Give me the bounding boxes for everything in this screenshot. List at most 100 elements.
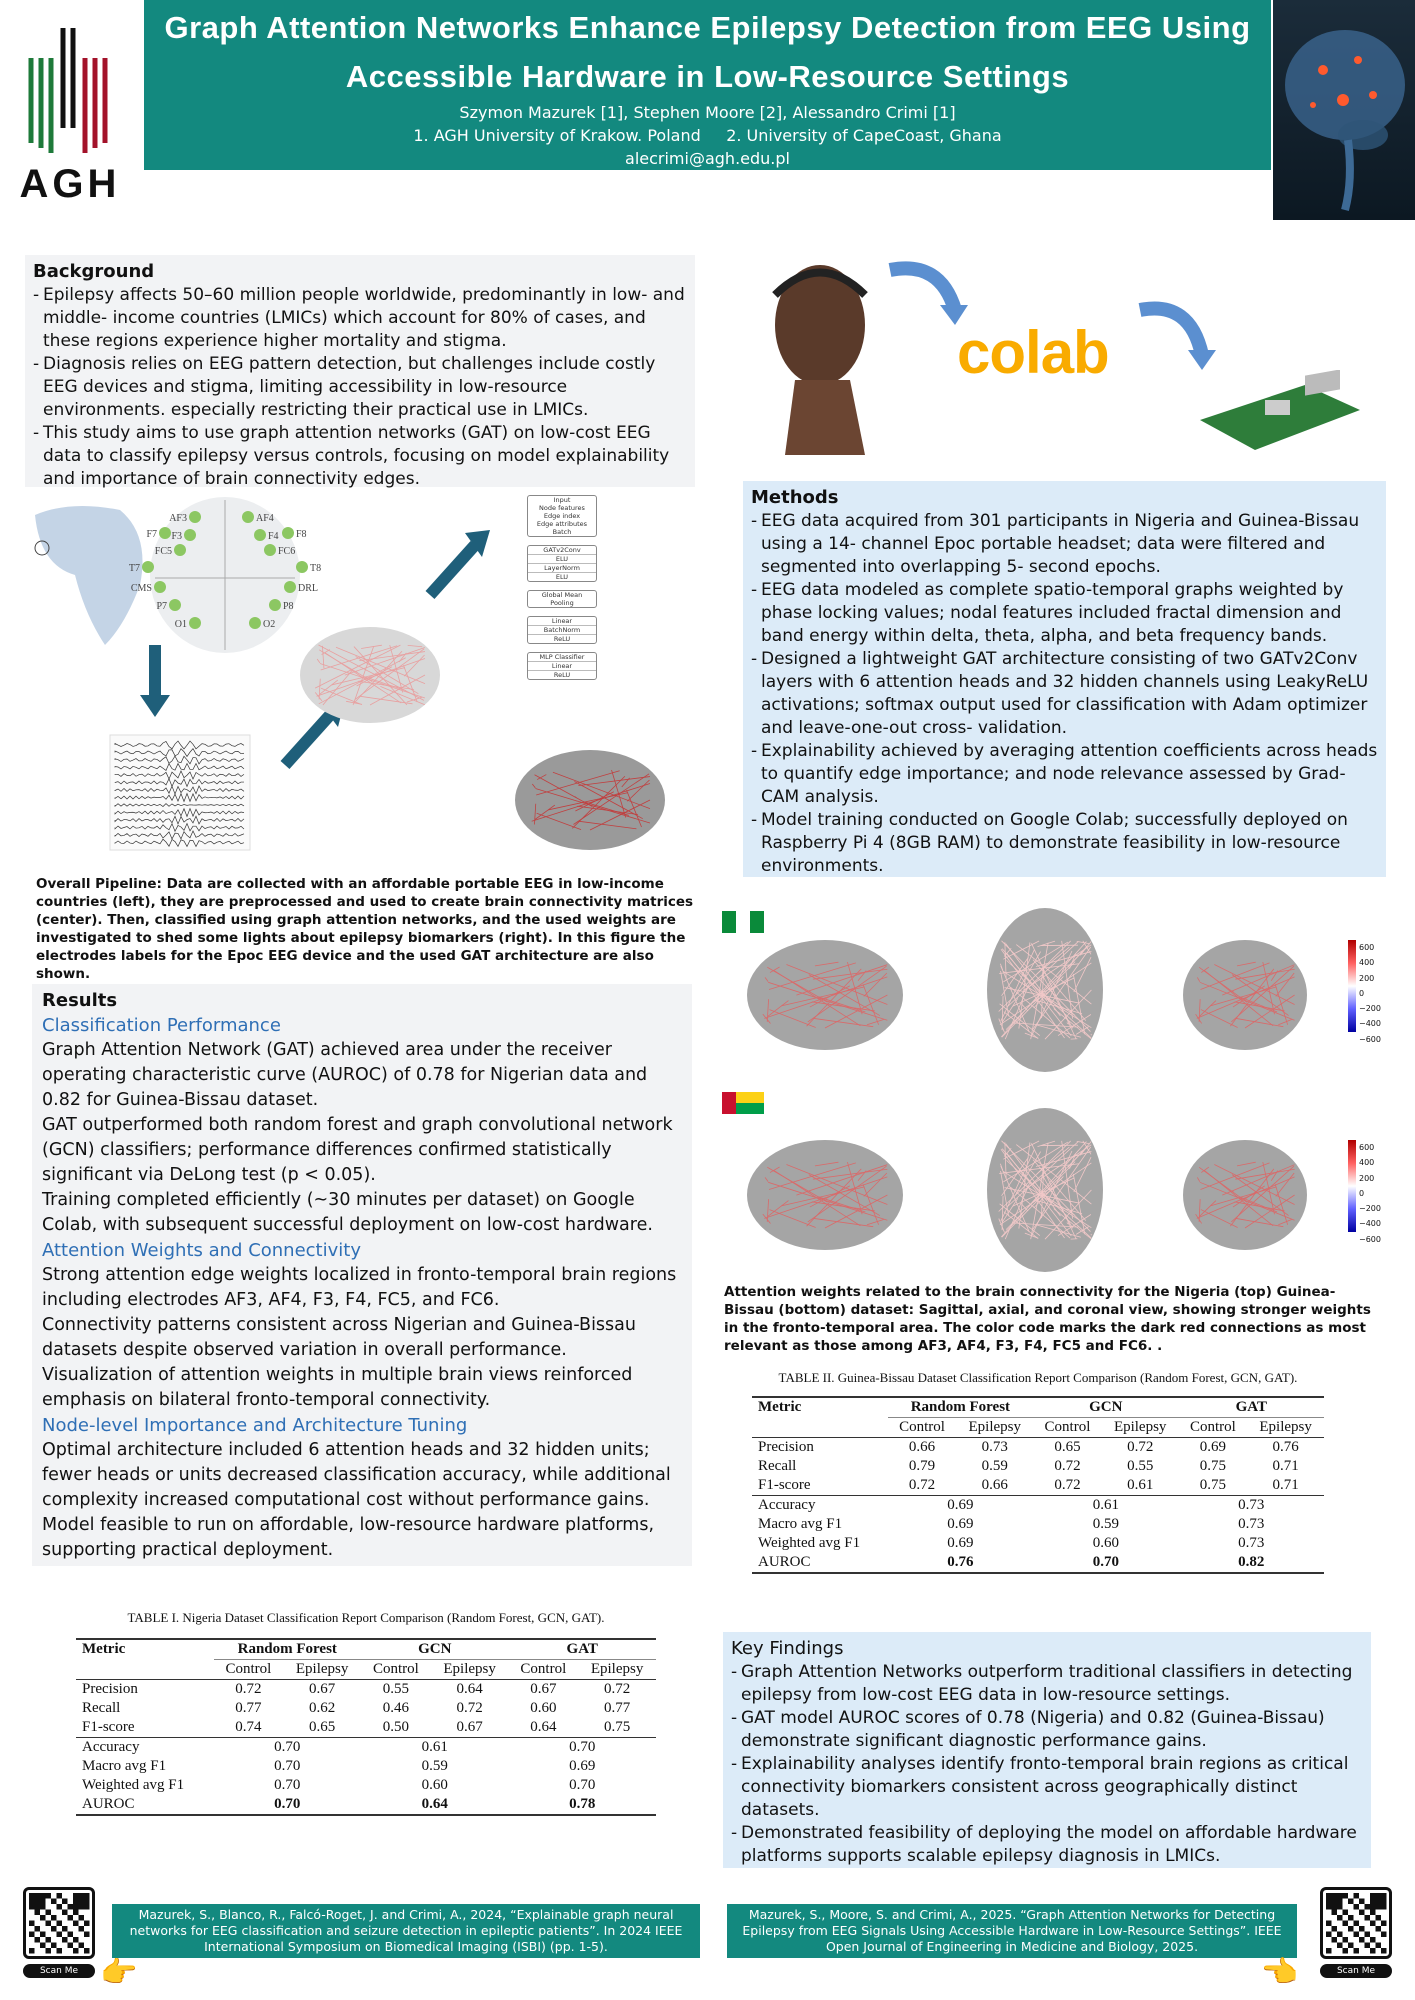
architecture-layer: ELU (528, 554, 596, 563)
colorbar-tick: 200 (1359, 1173, 1375, 1183)
citation-left[interactable]: Mazurek, S., Blanco, R., Falcó-Roget, J.… (112, 1904, 700, 1958)
table-cell: 0.76 (947, 1554, 974, 1570)
metric-header: Metric (82, 1641, 126, 1658)
table-cell: 0.73 (1238, 1535, 1265, 1551)
electrode-label: O2 (263, 619, 275, 630)
eeg-traces (109, 734, 251, 851)
table-cell: 0.70 (1092, 1554, 1119, 1570)
electrode-label: F3 (171, 531, 182, 542)
class-header: Control (1189, 1419, 1236, 1435)
architecture-layer: Edge attributes (536, 520, 588, 528)
table-cell: 0.61 (1092, 1497, 1119, 1513)
model-header: GAT (1178, 1397, 1324, 1418)
architecture-block: Linear BatchNorm ReLU (527, 616, 597, 644)
methods-item: Designed a lightweight GAT architecture … (751, 648, 1378, 740)
table-cell: 0.60 (530, 1700, 557, 1716)
key-finding-item: Graph Attention Networks outperform trad… (731, 1661, 1363, 1707)
electrode-fc5 (174, 544, 186, 556)
curved-arrow-icon (1138, 301, 1216, 370)
table-cell: 0.72 (235, 1681, 262, 1697)
architecture-layer: Edge index (543, 512, 581, 520)
attention-figure: 600 400 200 0 −200 −400 −600 600 400 200 0 −200 −40… (720, 905, 1381, 1275)
poster-title: Graph Attention Networks Enhance Epileps… (164, 10, 1251, 94)
architecture-layer: GATv2Conv (543, 546, 581, 554)
table-row: AUROC 0.70 0.64 0.78 (76, 1795, 656, 1815)
table-cell: 0.67 (456, 1719, 483, 1735)
key-findings-heading: Key Findings (731, 1638, 844, 1659)
electrode-label: AF4 (256, 513, 274, 524)
architecture-block: MLP Classifier Linear ReLU (527, 652, 597, 680)
table-cell: 0.60 (1092, 1535, 1119, 1551)
table-cell: 0.75 (1199, 1477, 1227, 1493)
colorbar-tick: 0 (1359, 1188, 1365, 1198)
methods-item: Model training conducted on Google Colab… (751, 809, 1378, 878)
colorbar-tick: 0 (1359, 988, 1365, 998)
class-header: Control (225, 1661, 272, 1677)
scan-me-badge-right: Scan Me (1320, 1964, 1392, 1978)
metric-header: Metric (758, 1399, 802, 1416)
table-cell: 0.69 (947, 1497, 974, 1513)
methods-item: EEG data acquired from 301 participants … (751, 510, 1378, 579)
colorbar-tick: 400 (1359, 958, 1375, 968)
electrode-af4 (242, 511, 254, 523)
electrode-fc6 (264, 544, 276, 556)
electrode-label: T8 (310, 563, 321, 574)
table-cell: 0.77 (603, 1700, 631, 1716)
electrode-t7 (142, 561, 154, 573)
class-header: Epilepsy (968, 1419, 1022, 1435)
table-cell: 0.61 (1127, 1477, 1154, 1493)
electrode-o1 (189, 617, 201, 629)
brain-illustration (1273, 0, 1415, 220)
architecture-layer: Linear (551, 617, 573, 625)
electrode-f7 (159, 527, 171, 539)
metric-label: Precision (82, 1681, 138, 1697)
scan-me-badge-left: Scan Me (23, 1964, 95, 1978)
colorbar-tick: −200 (1359, 1004, 1381, 1014)
email-link[interactable]: alecrimi@agh.edu.pl (625, 149, 790, 168)
table-cell: 0.69 (569, 1758, 596, 1774)
electrode-label: F7 (146, 529, 157, 540)
table-cell: 0.60 (421, 1777, 448, 1793)
electrode-label: P8 (283, 601, 294, 612)
table-1: TABLE I. Nigeria Dataset Classification … (76, 1610, 656, 1816)
architecture-layer: MLP Classifier (539, 653, 585, 661)
table-row: Macro avg F1 0.69 0.59 0.73 (752, 1515, 1324, 1534)
electrode-o2 (249, 617, 261, 629)
background-item: Diagnosis relies on EEG pattern detectio… (33, 353, 687, 422)
location-marker (34, 540, 50, 556)
background-heading: Background (33, 261, 155, 282)
table-row: Precision 0.66 0.73 0.65 0.72 0.69 0.76 (752, 1438, 1324, 1458)
metric-label: Accuracy (82, 1739, 140, 1755)
affiliation-2: 2. University of CapeCoast, Ghana (726, 126, 1002, 145)
colorbar-tick: 200 (1359, 973, 1375, 983)
table-cell: 0.73 (1238, 1497, 1265, 1513)
class-header: Epilepsy (443, 1661, 496, 1677)
architecture-block: Input Node features Edge index Edge attribu… (527, 495, 597, 537)
electrode-f8 (282, 527, 294, 539)
table-cell: 0.55 (1127, 1458, 1154, 1474)
electrode-label: T7 (129, 563, 140, 574)
qr-code-icon (29, 1893, 90, 1954)
key-findings-section: Key Findings Graph Attention Networks ou… (723, 1632, 1371, 1868)
background-item: This study aims to use graph attention n… (33, 422, 687, 491)
table-cell: 0.75 (1199, 1458, 1227, 1474)
table-row: Recall 0.77 0.62 0.46 0.72 0.60 0.77 (76, 1699, 656, 1718)
electrode-label: AF3 (169, 513, 187, 524)
pointing-hand-icon: 👉 (100, 1955, 138, 1990)
qr-code-left[interactable] (23, 1887, 95, 1959)
colorbar-tick: −600 (1359, 1034, 1381, 1044)
qr-code-right[interactable] (1320, 1887, 1392, 1959)
table-cell: 0.46 (382, 1700, 409, 1716)
electrode-drl (284, 581, 296, 593)
pipeline-graphic: AF3 AF4 F7 F3 F4 F8 FC5 FC6 T7 T8 CMS DRL P7 P8 O1 O2 (34, 497, 665, 851)
architecture-layer: Linear (528, 661, 596, 670)
citation-right[interactable]: Mazurek, S., Moore, S. and Crimi, A., 20… (727, 1904, 1297, 1958)
eeg-headset-photo (755, 250, 885, 455)
table-cell: 0.82 (1238, 1554, 1265, 1570)
nigeria-flag-icon (722, 911, 764, 933)
curved-arrow-icon (888, 261, 968, 325)
class-header: Epilepsy (1259, 1419, 1312, 1435)
results-subheading: Classification Performance (42, 1015, 281, 1036)
electrode-t8 (296, 561, 308, 573)
results-subheading: Node-level Importance and Architecture T… (42, 1415, 468, 1436)
